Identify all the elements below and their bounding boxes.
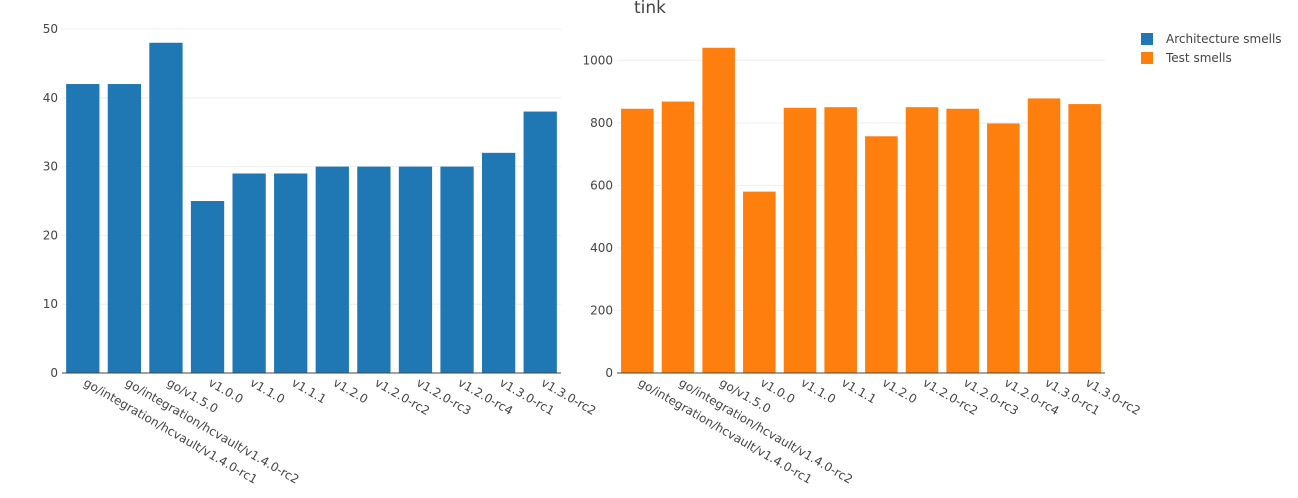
y-tick-label: 200 bbox=[590, 303, 613, 317]
y-tick-label: 20 bbox=[43, 228, 58, 242]
legend-swatch bbox=[1141, 52, 1153, 64]
test-bar-v1-2-0[interactable] bbox=[865, 136, 898, 373]
test-bar-v1-0-0[interactable] bbox=[743, 191, 776, 373]
y-tick-label: 40 bbox=[43, 91, 58, 105]
architecture-bar-go-integration-hcvault-v1-4-0-rc2[interactable] bbox=[107, 84, 142, 373]
architecture-bar-v1-2-0-rc4[interactable] bbox=[440, 166, 474, 373]
test-bar-go-v1-5-0[interactable] bbox=[702, 47, 735, 373]
architecture-bar-v1-2-0[interactable] bbox=[315, 166, 349, 373]
chart-legend: Architecture smells Test smells bbox=[1141, 32, 1282, 65]
architecture-bar-v1-1-0[interactable] bbox=[232, 173, 266, 373]
architecture-bar-v1-2-0-rc2[interactable] bbox=[357, 166, 391, 373]
architecture-bar-v1-0-0[interactable] bbox=[190, 201, 225, 373]
test-bar-v1-2-0-rc3[interactable] bbox=[946, 108, 979, 373]
y-tick-label: 0 bbox=[605, 366, 613, 380]
test-bar-v1-2-0-rc2[interactable] bbox=[905, 107, 939, 373]
architecture-bar-v1-3-0-rc2[interactable] bbox=[523, 111, 557, 373]
x-tick-label: v1.1.0 bbox=[248, 375, 288, 406]
legend-label[interactable]: Test smells bbox=[1165, 51, 1232, 65]
y-tick-label: 10 bbox=[43, 297, 58, 311]
test-bar-go-integration-hcvault-v1-4-0-rc1[interactable] bbox=[621, 108, 654, 373]
test-smells-subplot: 02004006008001000go/integration/hcvault/… bbox=[582, 47, 1143, 487]
test-bar-v1-1-0[interactable] bbox=[783, 107, 817, 373]
x-tick-label: v1.1.1 bbox=[839, 375, 879, 406]
y-tick-label: 600 bbox=[590, 178, 613, 192]
architecture-bar-v1-2-0-rc3[interactable] bbox=[398, 166, 433, 373]
y-tick-label: 30 bbox=[43, 160, 58, 174]
x-tick-label: v1.1.1 bbox=[289, 375, 329, 406]
legend-swatch bbox=[1141, 33, 1153, 45]
chart-title: tink bbox=[634, 0, 666, 18]
x-tick-label: v1.2.0 bbox=[880, 375, 920, 406]
y-tick-label: 50 bbox=[43, 22, 58, 36]
architecture-bar-go-v1-5-0[interactable] bbox=[149, 42, 183, 373]
legend-label[interactable]: Architecture smells bbox=[1166, 32, 1282, 46]
x-tick-label: v1.2.0 bbox=[331, 375, 371, 406]
y-tick-label: 0 bbox=[50, 366, 58, 380]
test-bar-go-integration-hcvault-v1-4-0-rc2[interactable] bbox=[661, 101, 695, 373]
y-tick-label: 400 bbox=[590, 241, 613, 255]
test-bar-v1-3-0-rc2[interactable] bbox=[1068, 104, 1101, 374]
y-tick-label: 800 bbox=[590, 116, 613, 130]
x-tick-label: v1.1.0 bbox=[799, 375, 839, 406]
architecture-bar-go-integration-hcvault-v1-4-0-rc1[interactable] bbox=[66, 84, 100, 373]
test-bar-v1-1-1[interactable] bbox=[824, 107, 857, 373]
test-bar-v1-3-0-rc1[interactable] bbox=[1027, 98, 1061, 374]
architecture-bar-v1-3-0-rc1[interactable] bbox=[481, 152, 516, 373]
test-bar-v1-2-0-rc4[interactable] bbox=[987, 123, 1020, 373]
architecture-bar-v1-1-1[interactable] bbox=[274, 173, 308, 373]
y-tick-label: 1000 bbox=[582, 53, 613, 67]
architecture-smells-subplot: 01020304050go/integration/hcvault/v1.4.0… bbox=[43, 22, 599, 487]
